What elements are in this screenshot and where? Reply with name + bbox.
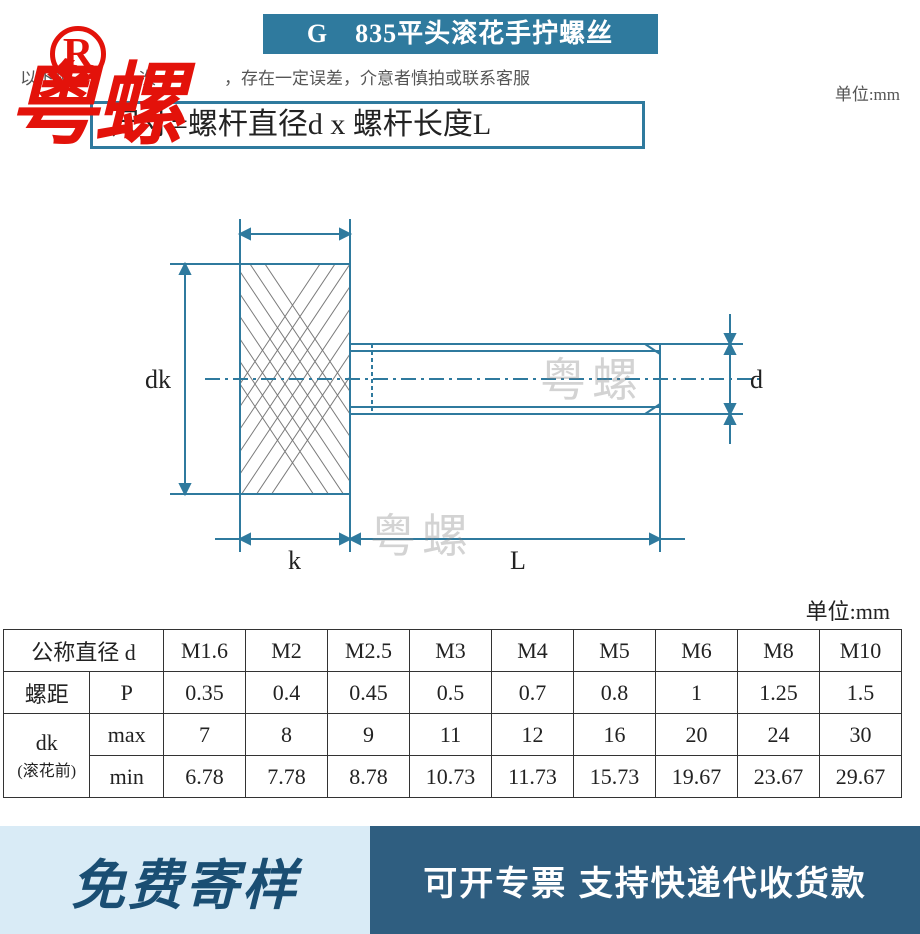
cell: 10.73 (410, 756, 492, 798)
table-row: 公称直径 d M1.6 M2 M2.5 M3 M4 M5 M6 M8 M10 (4, 630, 902, 672)
th-p-sym: P (90, 672, 164, 714)
cell: 12 (492, 714, 574, 756)
cell: 0.8 (574, 672, 656, 714)
unit-label-top: 单位:mm (835, 80, 900, 105)
th-d: 公称直径 d (4, 630, 164, 672)
watermark: 粤螺 (540, 344, 644, 410)
size-cell: M4 (492, 630, 574, 672)
table-row: min 6.78 7.78 8.78 10.73 11.73 15.73 19.… (4, 756, 902, 798)
title-prefix: G (307, 19, 328, 48)
cell: 24 (738, 714, 820, 756)
cell: 20 (656, 714, 738, 756)
size-cell: M2 (246, 630, 328, 672)
cell: 7.78 (246, 756, 328, 798)
size-cell: M5 (574, 630, 656, 672)
cell: 30 (820, 714, 902, 756)
label-k: k (288, 546, 301, 574)
cell: 7 (164, 714, 246, 756)
registered-mark: R (50, 26, 106, 82)
footer: 免费寄样 可开专票 支持快递代收货款 (0, 826, 920, 934)
cell: 8 (246, 714, 328, 756)
spec-table: 公称直径 d M1.6 M2 M2.5 M3 M4 M5 M6 M8 M10 螺… (3, 629, 902, 798)
th-p-label: 螺距 (4, 672, 90, 714)
cell: 1.25 (738, 672, 820, 714)
cell: 0.7 (492, 672, 574, 714)
size-cell: M6 (656, 630, 738, 672)
cell: 1.5 (820, 672, 902, 714)
size-cell: M3 (410, 630, 492, 672)
cell: 11 (410, 714, 492, 756)
footer-left: 免费寄样 (0, 826, 370, 934)
cell: 0.35 (164, 672, 246, 714)
watermark: 粤螺 (370, 500, 474, 566)
size-cell: M8 (738, 630, 820, 672)
label-dk: dk (145, 365, 171, 394)
label-L: L (510, 546, 526, 574)
cell: 9 (328, 714, 410, 756)
title-bar: G 835平头滚花手拧螺丝 (263, 14, 658, 54)
th-min: min (90, 756, 164, 798)
cell: 0.5 (410, 672, 492, 714)
unit-label-table: 单位:mm (806, 594, 890, 626)
cell: 1 (656, 672, 738, 714)
cell: 8.78 (328, 756, 410, 798)
title-text: 835平头滚花手拧螺丝 (355, 19, 613, 48)
cell: 0.45 (328, 672, 410, 714)
th-dk: dk(滚花前) (4, 714, 90, 798)
cell: 6.78 (164, 756, 246, 798)
footer-right: 可开专票 支持快递代收货款 (370, 826, 920, 934)
cell: 0.4 (246, 672, 328, 714)
th-max: max (90, 714, 164, 756)
cell: 15.73 (574, 756, 656, 798)
table-row: 螺距 P 0.35 0.4 0.45 0.5 0.7 0.8 1 1.25 1.… (4, 672, 902, 714)
size-cell: M2.5 (328, 630, 410, 672)
cell: 19.67 (656, 756, 738, 798)
size-cell: M1.6 (164, 630, 246, 672)
size-cell: M10 (820, 630, 902, 672)
table-row: dk(滚花前) max 7 8 9 11 12 16 20 24 30 (4, 714, 902, 756)
cell: 11.73 (492, 756, 574, 798)
cell: 16 (574, 714, 656, 756)
label-d: d (750, 365, 763, 394)
cell: 29.67 (820, 756, 902, 798)
cell: 23.67 (738, 756, 820, 798)
